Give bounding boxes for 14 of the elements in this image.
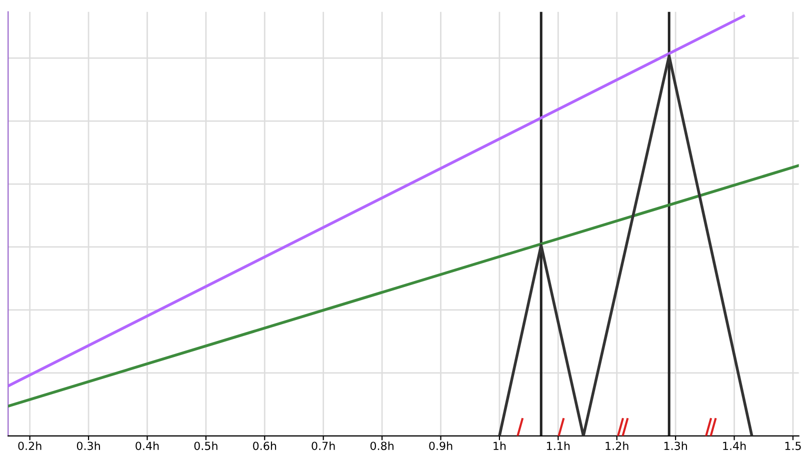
x-tick-label: 0.9h [429,441,452,450]
x-tick-label: 0.8h [370,441,394,450]
x-tick-label: 0.4h [136,441,159,450]
x-tick-label: 1.3h [664,441,687,450]
x-tick-label: 0.6h [253,441,276,450]
x-tick-label: 0.7h [312,441,335,450]
x-tick-label: 1.4h [723,441,746,450]
x-tick-label: 0.5h [194,441,218,450]
x-tick-label: 1.2h [606,441,628,450]
x-tick-label: 1.1h [547,441,570,450]
x-tick-label: 0.3h [76,441,100,450]
x-tick-label: 1.5 [785,442,801,450]
x-tick-label: 1h [494,441,506,450]
x-tick-label: 0.2h [18,441,42,450]
